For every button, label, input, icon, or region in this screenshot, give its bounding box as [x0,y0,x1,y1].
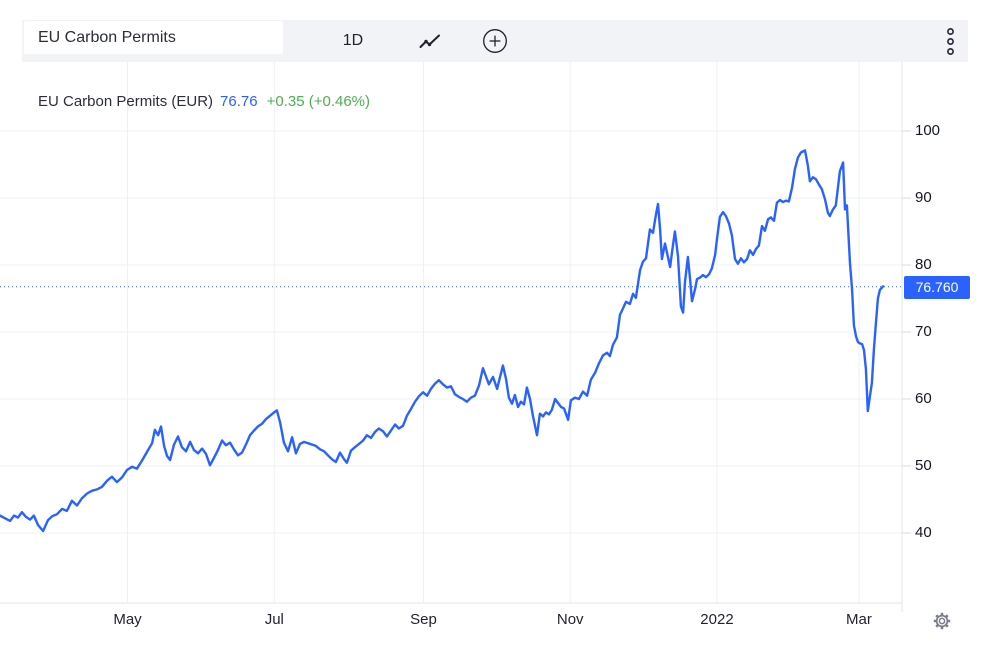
kebab-menu-icon [946,27,954,55]
symbol-search-input[interactable]: EU Carbon Permits [24,21,283,54]
legend-change: +0.35 (+0.46%) [266,93,370,110]
line-chart-icon [419,34,440,48]
price-axis-label: 60 [915,390,932,407]
symbol-search-value: EU Carbon Permits [38,28,176,46]
compare-add-button[interactable] [460,20,530,62]
legend-symbol-title: EU Carbon Permits (EUR) [38,93,214,110]
time-axis-label: Jul [264,611,284,628]
price-line-series [0,149,885,533]
time-axis-label: Mar [846,611,872,628]
more-menu-button[interactable] [932,20,968,62]
gear-icon [933,612,951,630]
legend-last-price: 76.76 [220,93,258,110]
plus-circle-icon [483,29,507,53]
price-axis-label: 90 [915,189,932,206]
time-axis-label: Sep [410,611,437,628]
settings-button[interactable] [930,609,954,633]
price-axis-label: 70 [915,323,932,340]
chart-legend: EU Carbon Permits (EUR) 76.76 +0.35 (+0.… [38,93,370,110]
time-axis[interactable]: May Jul Sep Nov 2022 Mar [0,603,902,637]
last-price-tag: 76.760 [904,275,970,299]
price-axis-label: 40 [915,524,932,541]
price-axis-label: 100 [915,122,941,139]
price-axis-label: 50 [915,457,932,474]
price-axis[interactable]: 100 90 80 70 60 50 40 [902,62,990,618]
last-price-value: 76.760 [915,279,959,296]
chart-type-button[interactable] [400,20,460,62]
interval-label: 1D [342,32,364,49]
interval-button[interactable]: 1D [306,20,400,62]
time-axis-label: 2022 [700,611,734,628]
price-chart-canvas[interactable] [0,62,990,652]
time-axis-label: May [113,611,142,628]
time-axis-label: Nov [556,611,584,628]
price-axis-label: 80 [915,256,932,273]
top-toolbar: EU Carbon Permits 1D [22,20,968,62]
